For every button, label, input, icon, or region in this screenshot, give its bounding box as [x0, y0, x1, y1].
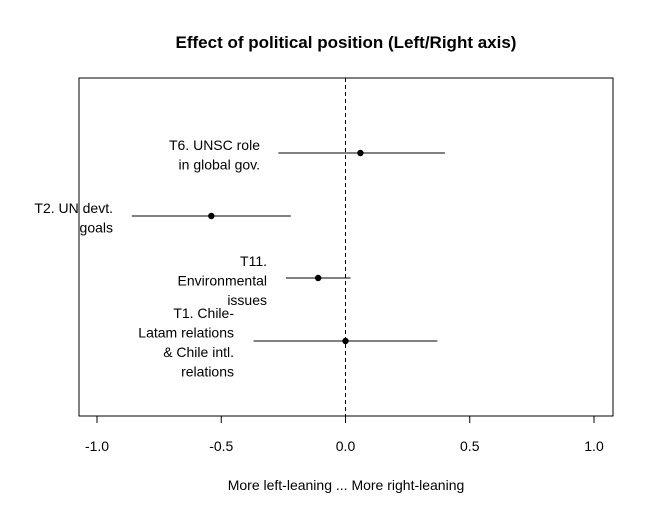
series-label: T2. UN devt.: [34, 200, 113, 216]
x-tick-label: 1.0: [584, 438, 604, 454]
series-label: T1. Chile-: [173, 305, 234, 321]
estimate-point: [314, 274, 322, 282]
x-axis-label: More left-leaning ... More right-leaning: [228, 477, 465, 493]
x-tick-label: -1.0: [85, 438, 109, 454]
series-label: & Chile intl.: [163, 344, 234, 360]
series-label: relations: [181, 364, 234, 380]
series-label: in global gov.: [179, 157, 260, 173]
estimates: T6. UNSC role in global gov. T2. UN devt. g…: [34, 137, 445, 380]
x-tick-label: 0.5: [460, 438, 480, 454]
x-tick-label: -0.5: [209, 438, 233, 454]
series-label: Environmental: [178, 273, 268, 289]
estimate-point: [208, 212, 215, 220]
series-label: Latam relations: [138, 325, 234, 341]
estimate-point: [342, 337, 349, 345]
series-label: goals: [80, 220, 113, 236]
x-tick-label: 0.0: [336, 438, 356, 454]
x-ticks: -1.0 -0.5 0.0 0.5 1.0: [85, 416, 604, 454]
series-label: T6. UNSC role: [169, 137, 260, 153]
series-label: T11.: [240, 253, 267, 269]
series-label: issues: [227, 292, 267, 308]
estimate-point: [357, 149, 364, 157]
chart-title: Effect of political position (Left/Right…: [176, 33, 517, 52]
